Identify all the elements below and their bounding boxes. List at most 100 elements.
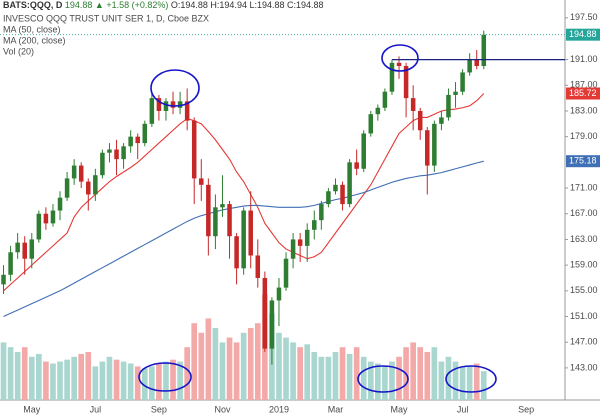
ma-line bbox=[3, 93, 485, 292]
volume-bar bbox=[0, 342, 7, 400]
candle-body bbox=[213, 207, 218, 237]
candle-body bbox=[163, 101, 169, 111]
y-tick-label: 187.00 bbox=[570, 80, 598, 90]
candle-body bbox=[417, 110, 423, 131]
volume-bar bbox=[410, 342, 416, 400]
volume-bar bbox=[318, 356, 325, 400]
quote-header: BATS:QQQ, D 194.88 ▲ +1.58 (+0.82%) O:19… bbox=[3, 0, 324, 10]
candle-body bbox=[410, 98, 416, 111]
candle-body bbox=[446, 94, 451, 118]
ellipse bbox=[357, 365, 409, 393]
candle-body bbox=[156, 98, 162, 111]
candle-body bbox=[248, 210, 253, 256]
x-tick-label: Sep bbox=[151, 404, 167, 414]
candle-body bbox=[326, 191, 331, 205]
candle-body bbox=[234, 236, 239, 269]
volume-bar bbox=[396, 356, 402, 400]
candle-body bbox=[361, 133, 366, 169]
candle-body bbox=[425, 130, 430, 166]
volume-bar bbox=[177, 361, 183, 400]
y-tick-label: 143.00 bbox=[570, 362, 598, 372]
volume-bar bbox=[382, 366, 388, 400]
volume-bar bbox=[141, 368, 148, 400]
candle-body bbox=[191, 120, 197, 179]
last-value-label: 185.72 bbox=[569, 88, 597, 98]
candle-body bbox=[142, 123, 148, 144]
volume-bar bbox=[438, 361, 445, 400]
candle-body bbox=[333, 184, 338, 192]
volume-bar bbox=[283, 337, 289, 400]
symbol: BATS:QQQ, D bbox=[3, 0, 63, 10]
volume-bar bbox=[92, 366, 99, 400]
ellipse bbox=[445, 365, 497, 393]
x-tick-label: May bbox=[391, 404, 409, 414]
candle-body bbox=[347, 162, 352, 205]
volume-bar bbox=[50, 363, 56, 400]
candle-body bbox=[86, 181, 91, 195]
volume-bar bbox=[424, 352, 431, 400]
volume-bar bbox=[21, 347, 28, 400]
candle-body bbox=[290, 239, 296, 259]
volume-bar bbox=[466, 366, 473, 400]
volume-bar bbox=[134, 366, 141, 400]
x-tick-label: Sep bbox=[518, 404, 534, 414]
candle-body bbox=[368, 114, 374, 134]
candle-body bbox=[396, 62, 402, 67]
candle-body bbox=[439, 117, 444, 124]
volume-bar bbox=[156, 363, 162, 400]
last-value-box bbox=[566, 87, 600, 100]
volume-bar bbox=[212, 328, 219, 400]
candle-body bbox=[481, 34, 487, 67]
candle-body bbox=[375, 107, 381, 115]
candle-body bbox=[319, 204, 324, 221]
ma-line bbox=[3, 160, 484, 318]
volume-bar bbox=[346, 353, 353, 400]
candle-body bbox=[276, 287, 282, 301]
last-value-box bbox=[566, 28, 600, 41]
open: O:194.88 bbox=[171, 0, 208, 10]
candle-body bbox=[262, 277, 268, 349]
x-tick-label: Jul bbox=[457, 404, 469, 414]
x-tick-label: Mar bbox=[328, 404, 344, 414]
legend-volume: Vol (20) bbox=[3, 46, 34, 56]
volume-bar bbox=[339, 347, 346, 400]
candle-body bbox=[467, 59, 472, 73]
volume-bar bbox=[205, 318, 212, 400]
volume-bar bbox=[226, 337, 233, 400]
candle-body bbox=[255, 255, 261, 278]
volume-bar bbox=[120, 361, 127, 400]
legend-ma200: MA (200, close) bbox=[3, 35, 66, 45]
volume-bar bbox=[367, 361, 374, 400]
volume-bar bbox=[170, 359, 176, 400]
volume-bar bbox=[113, 359, 120, 400]
volume-bar bbox=[233, 342, 240, 400]
candle-body bbox=[78, 165, 84, 182]
y-tick-label: 147.00 bbox=[570, 337, 598, 347]
candle-body bbox=[269, 300, 275, 349]
volume-bar bbox=[304, 344, 311, 400]
candle-body bbox=[22, 242, 27, 259]
volume-bar bbox=[389, 361, 395, 400]
candle-body bbox=[283, 258, 289, 288]
volume-bar bbox=[290, 342, 296, 400]
candle-body bbox=[304, 229, 310, 246]
volume-bar bbox=[85, 352, 92, 400]
close: C:194.88 bbox=[287, 0, 324, 10]
ellipse bbox=[381, 44, 419, 72]
volume-bar bbox=[375, 363, 381, 400]
y-tick-label: 155.00 bbox=[570, 285, 598, 295]
volume-bar bbox=[198, 332, 205, 400]
candle-body bbox=[312, 220, 317, 230]
legend-ma50: MA (50, close) bbox=[3, 24, 61, 34]
candle-body bbox=[128, 136, 133, 147]
candle-body bbox=[149, 98, 155, 124]
ellipse bbox=[150, 69, 200, 107]
volume-bar bbox=[43, 361, 49, 400]
candle-body bbox=[220, 204, 225, 208]
x-tick-label: May bbox=[23, 404, 41, 414]
ellipse bbox=[138, 362, 192, 392]
volume-bar bbox=[64, 359, 70, 400]
volume-bar bbox=[149, 366, 155, 400]
change: ▲ +1.58 (+0.82%) bbox=[95, 0, 168, 10]
volume-bar bbox=[127, 363, 134, 400]
